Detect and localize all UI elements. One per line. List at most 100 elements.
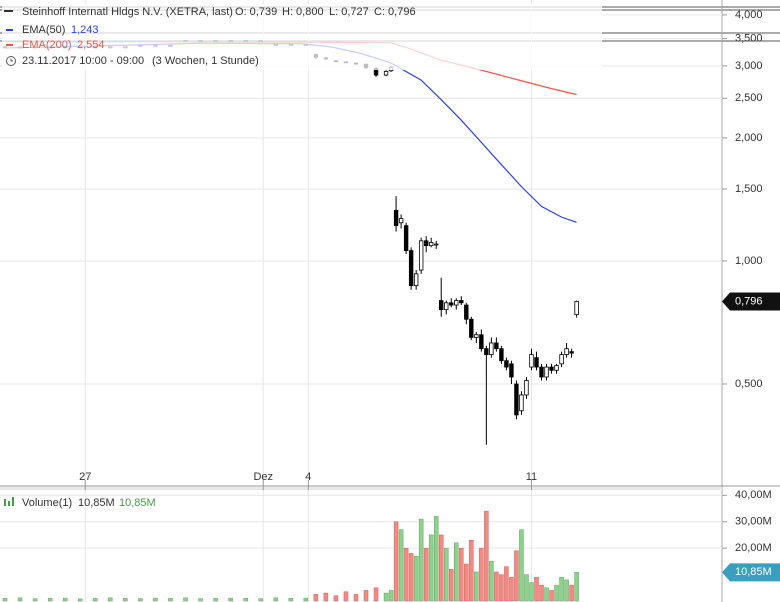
volume-bar	[569, 584, 574, 602]
volume-bar	[93, 598, 98, 602]
volume-bar	[393, 521, 399, 602]
candle-body	[464, 304, 469, 320]
clock-icon	[6, 56, 16, 66]
volume-bar	[77, 598, 83, 602]
volume-bar	[494, 571, 499, 602]
chart-title: Steinhoff Internatl Hldgs N.V. (XETRA, l…	[22, 6, 233, 18]
volume-bar	[464, 563, 469, 602]
candle-body	[564, 348, 569, 355]
volume-bar	[183, 597, 188, 602]
panel-separator	[0, 487, 722, 490]
candle-body	[484, 348, 489, 355]
volume-bar	[353, 594, 359, 602]
candle-body	[499, 348, 504, 362]
candle-body	[534, 357, 539, 368]
quote-label: O: 0,739	[235, 6, 277, 18]
y-tick-label: 40,00M	[735, 489, 772, 501]
candle-body	[434, 243, 439, 246]
volume-bar	[428, 534, 434, 602]
volume-bar	[273, 597, 279, 602]
price-tag	[722, 292, 780, 311]
volume-legend-value: 10,85M	[119, 497, 156, 509]
volume-bar	[539, 584, 544, 602]
volume-bar	[108, 597, 113, 602]
candle-body	[398, 218, 404, 224]
candle-body	[544, 366, 549, 378]
volume-bar	[303, 597, 309, 602]
candle-body	[479, 334, 484, 350]
volume-bar	[459, 547, 464, 602]
volume-bar	[17, 597, 23, 602]
candle-body	[569, 351, 574, 354]
candle-body	[459, 300, 464, 304]
volume-bar	[243, 598, 248, 602]
volume-bar	[32, 598, 38, 602]
volume-legend-value: 10,85M	[78, 497, 115, 509]
volume-bar	[418, 518, 424, 602]
candle-body	[554, 365, 559, 371]
volume-bar	[433, 516, 439, 602]
volume-bar	[228, 597, 233, 602]
volume-bar	[438, 534, 444, 602]
volume-bar	[168, 598, 173, 602]
x-tick-label: 11	[526, 471, 537, 483]
legend-icon	[4, 499, 6, 506]
candle-body	[489, 342, 494, 355]
candle-body	[549, 366, 554, 371]
volume-bar	[534, 576, 539, 602]
volume-bar	[484, 510, 489, 602]
candle-body	[403, 225, 409, 252]
candle-body	[474, 334, 479, 338]
legend-icon	[4, 10, 13, 12]
volume-bar	[138, 598, 143, 602]
volume-bar	[313, 594, 319, 602]
candle-body	[514, 383, 519, 416]
candle-body	[574, 301, 579, 316]
candle-body	[423, 240, 429, 247]
legend-label: EMA(200)	[22, 39, 72, 51]
volume-bar	[47, 598, 53, 602]
volume-bar	[213, 598, 218, 602]
candle-body	[444, 302, 449, 311]
volume-bar	[408, 553, 414, 602]
volume-bar	[544, 587, 549, 602]
volume-bar	[2, 598, 8, 602]
volume-bar	[288, 598, 294, 602]
x-tick-label: Dez	[253, 471, 273, 483]
candle-body	[393, 209, 399, 227]
quote-label: L: 0,727	[329, 6, 369, 18]
candle-body	[504, 360, 509, 368]
y-tick-label: 1,000	[735, 255, 763, 267]
labels: Steinhoff Internatl Hldgs N.V. (XETRA, l…	[2, 4, 602, 509]
volume-bar	[564, 579, 569, 602]
volume-bar	[363, 590, 369, 602]
candle-body	[413, 273, 419, 287]
candle-body	[539, 366, 544, 378]
volume-bar	[469, 539, 474, 602]
y-tick-label: 20,00M	[735, 542, 772, 554]
volume-bar	[343, 591, 349, 602]
quote-label: C: 0,796	[374, 6, 416, 18]
volume-bar	[519, 529, 524, 602]
candle-body	[383, 70, 389, 76]
candle-body	[494, 342, 499, 350]
price-tag-label: 0,796	[735, 295, 763, 307]
volume-bar	[333, 595, 339, 602]
legend-value: 2,554	[77, 39, 105, 51]
volume-bar	[509, 576, 514, 602]
y-tick-label: 2,000	[735, 132, 763, 144]
candle-body	[439, 300, 444, 311]
candle-body	[418, 240, 424, 271]
volume-bar	[479, 547, 484, 602]
volume-bar	[413, 555, 419, 602]
volume-bar	[524, 574, 529, 602]
interval-label: (3 Wochen, 1 Stunde)	[152, 55, 259, 67]
volume-bar	[198, 598, 203, 602]
volume-bar	[443, 547, 449, 602]
volume-bar	[153, 597, 158, 602]
volume-bar	[559, 576, 564, 602]
y-tick-label: 1,500	[735, 183, 763, 195]
volume-bar	[489, 561, 494, 602]
y-tick-label: 0,500	[735, 378, 763, 390]
